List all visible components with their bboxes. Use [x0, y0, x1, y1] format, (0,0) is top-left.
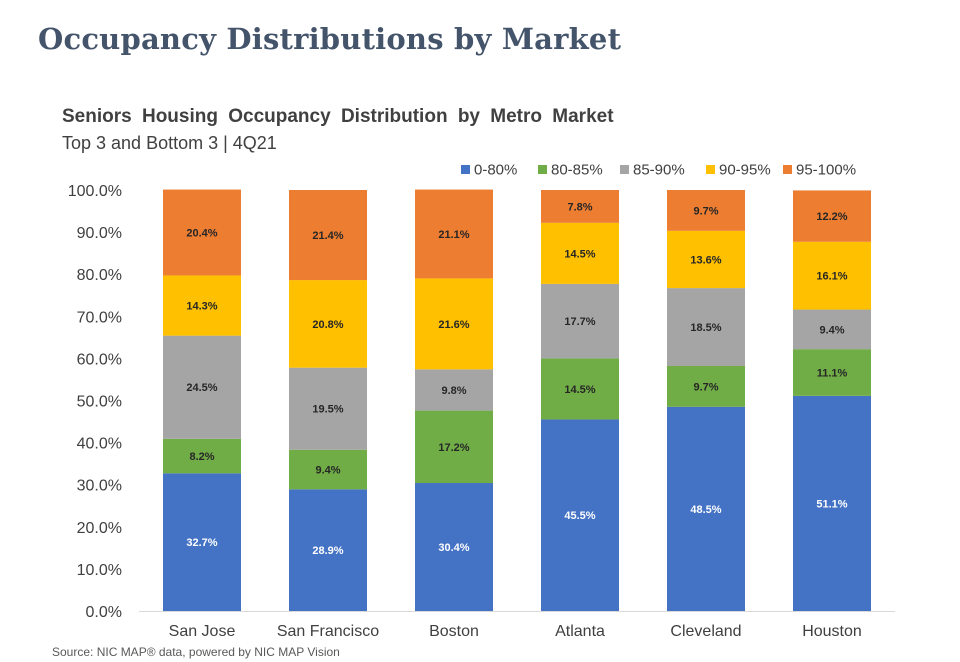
bar-segment-80to85pct	[793, 349, 871, 396]
bar-segment-0to80pct	[415, 483, 493, 611]
bar-segment-85to90pct	[793, 309, 871, 350]
chart-title: Seniors Housing Occupancy Distribution b…	[62, 106, 614, 127]
bar-segment-0to80pct	[541, 419, 619, 611]
legend-swatch	[538, 165, 547, 174]
bar-segment-80to85pct	[415, 410, 493, 484]
legend-label: 85-90%	[633, 162, 685, 179]
data-label: 12.2%	[816, 211, 847, 223]
bar-segment-90to95pct	[289, 280, 367, 368]
data-label: 21.6%	[438, 319, 469, 331]
data-label: 28.9%	[312, 545, 343, 557]
bar-segment-0to80pct	[163, 473, 241, 611]
bar-segment-95to100pct	[289, 190, 367, 281]
y-tick-label: 40.0%	[77, 436, 122, 453]
bar-segment-90to95pct	[667, 230, 745, 289]
bar-segment-0to80pct	[793, 395, 871, 611]
legend-label: 90-95%	[719, 162, 771, 179]
data-label: 9.4%	[315, 465, 340, 477]
source-note: Source: NIC MAP® data, powered by NIC MA…	[52, 645, 340, 659]
bar-segment-85to90pct	[163, 335, 241, 439]
bar-segment-95to100pct	[163, 189, 241, 276]
data-label: 20.4%	[186, 228, 217, 240]
bar-segment-95to100pct	[415, 189, 493, 279]
y-tick-label: 20.0%	[77, 520, 122, 537]
data-label: 7.8%	[567, 201, 592, 213]
x-category-label: Atlanta	[555, 623, 605, 640]
legend-label: 80-85%	[551, 162, 603, 179]
bar-segment-80to85pct	[541, 358, 619, 420]
data-label: 17.7%	[564, 316, 595, 328]
bar-segment-85to90pct	[541, 283, 619, 359]
bar-segment-0to80pct	[667, 406, 745, 611]
chart-subtitle: Top 3 and Bottom 3 | 4Q21	[62, 133, 277, 153]
legend-swatch	[620, 165, 629, 174]
bar-segment-85to90pct	[415, 369, 493, 411]
data-label: 14.3%	[186, 301, 217, 313]
data-label: 14.5%	[564, 248, 595, 260]
y-tick-label: 90.0%	[77, 225, 122, 242]
data-label: 18.5%	[690, 322, 721, 334]
y-tick-label: 60.0%	[77, 351, 122, 368]
data-label: 8.2%	[189, 451, 214, 463]
bar-segment-90to95pct	[163, 275, 241, 336]
legend-label: 0-80%	[474, 162, 517, 179]
data-label: 21.1%	[438, 229, 469, 241]
data-label: 14.5%	[564, 384, 595, 396]
bar-segment-80to85pct	[163, 438, 241, 474]
x-category-label: Cleveland	[670, 623, 741, 640]
data-label: 30.4%	[438, 542, 469, 554]
y-tick-label: 100.0%	[68, 183, 122, 200]
data-label: 9.4%	[819, 324, 844, 336]
y-tick-label: 10.0%	[77, 562, 122, 579]
data-label: 17.2%	[438, 442, 469, 454]
data-label: 16.1%	[816, 271, 847, 283]
legend-swatch	[461, 165, 470, 174]
y-tick-label: 0.0%	[86, 604, 122, 621]
bar-segment-80to85pct	[289, 449, 367, 490]
data-label: 9.8%	[441, 385, 466, 397]
x-category-label: San Francisco	[277, 623, 379, 640]
x-category-label: San Jose	[169, 623, 236, 640]
bar-segment-95to100pct	[541, 190, 619, 223]
page-title: Occupancy Distributions by Market	[38, 22, 622, 56]
data-label: 51.1%	[816, 498, 847, 510]
bar-segment-90to95pct	[415, 278, 493, 370]
data-label: 13.6%	[690, 254, 721, 266]
data-label: 24.5%	[186, 382, 217, 394]
legend-swatch	[783, 165, 792, 174]
bar-segment-85to90pct	[289, 367, 367, 450]
data-label: 45.5%	[564, 510, 595, 522]
y-tick-label: 80.0%	[77, 267, 122, 284]
bar-segment-95to100pct	[667, 190, 745, 231]
y-tick-label: 70.0%	[77, 309, 122, 326]
y-tick-label: 30.0%	[77, 478, 122, 495]
data-label: 48.5%	[690, 504, 721, 516]
bar-segment-85to90pct	[667, 288, 745, 366]
bar-segment-90to95pct	[793, 241, 871, 310]
x-category-label: Boston	[429, 623, 479, 640]
data-label: 21.4%	[312, 230, 343, 242]
data-label: 19.5%	[312, 404, 343, 416]
bar-segment-90to95pct	[541, 222, 619, 284]
bar-segment-95to100pct	[793, 190, 871, 242]
x-category-label: Houston	[802, 623, 862, 640]
legend-label: 95-100%	[796, 162, 856, 179]
data-label: 20.8%	[312, 319, 343, 331]
bar-segment-0to80pct	[289, 489, 367, 611]
bar-segment-80to85pct	[667, 365, 745, 407]
data-label: 9.7%	[693, 381, 718, 393]
data-label: 32.7%	[186, 537, 217, 549]
data-label: 11.1%	[817, 368, 848, 380]
data-label: 9.7%	[693, 205, 718, 217]
y-tick-label: 50.0%	[77, 394, 122, 411]
legend-swatch	[706, 165, 715, 174]
